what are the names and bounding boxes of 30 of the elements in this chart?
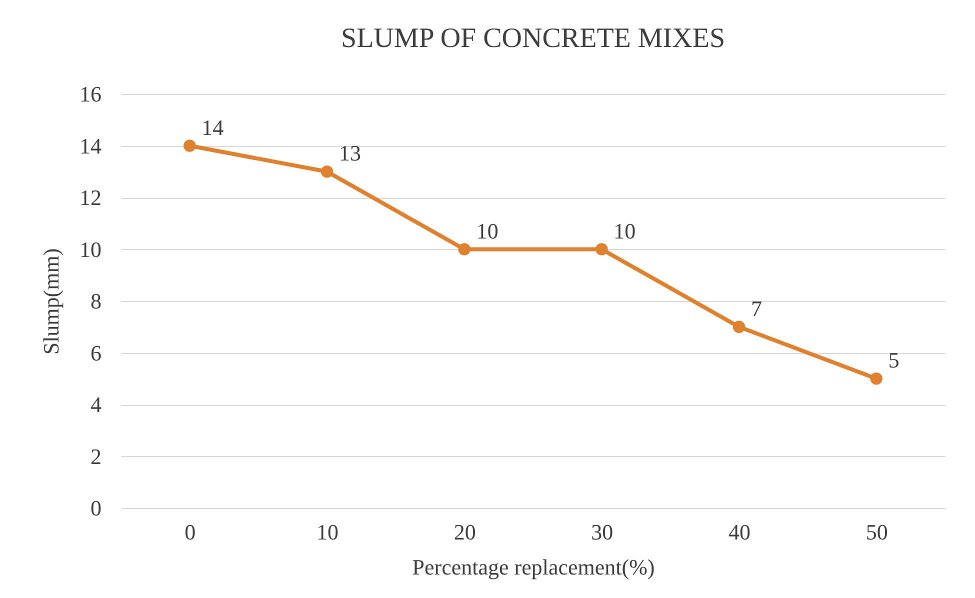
y-tick-label: 0 bbox=[90, 496, 102, 520]
x-tick-label: 20 bbox=[454, 520, 476, 544]
point bbox=[596, 243, 608, 256]
point bbox=[732, 320, 746, 333]
y-tick-label: 16 bbox=[80, 82, 102, 106]
y-tick-label: 14 bbox=[80, 133, 102, 158]
data-label: 13 bbox=[339, 140, 361, 166]
y-tick-label: 2 bbox=[90, 444, 102, 469]
chart-title: SLUMP OF CONCRETE MIXES bbox=[340, 23, 726, 54]
x-tick-label: 10 bbox=[316, 520, 338, 544]
x-tick-label: 30 bbox=[591, 520, 614, 544]
y-axis-title: Slump(mm) bbox=[38, 248, 64, 355]
y-tick-label: 6 bbox=[90, 340, 102, 366]
data-label: 5 bbox=[888, 348, 900, 373]
y-tick-label: 8 bbox=[90, 288, 102, 314]
y-tick-label: 10 bbox=[80, 236, 102, 262]
point bbox=[320, 166, 334, 178]
data-label: 10 bbox=[614, 218, 636, 244]
point bbox=[184, 140, 196, 152]
x-axis-title: Percentage replacement(%) bbox=[412, 554, 655, 580]
data-label: 7 bbox=[751, 296, 762, 321]
x-tick-label: 0 bbox=[184, 520, 196, 544]
data-label: 14 bbox=[202, 114, 224, 140]
x-tick-label: 40 bbox=[728, 520, 750, 544]
y-tick-label: 12 bbox=[80, 185, 102, 210]
point bbox=[458, 243, 470, 256]
x-tick-label: 50 bbox=[866, 520, 888, 544]
y-tick-label: 4 bbox=[90, 392, 102, 417]
point bbox=[870, 372, 882, 385]
data-label: 10 bbox=[476, 218, 498, 244]
